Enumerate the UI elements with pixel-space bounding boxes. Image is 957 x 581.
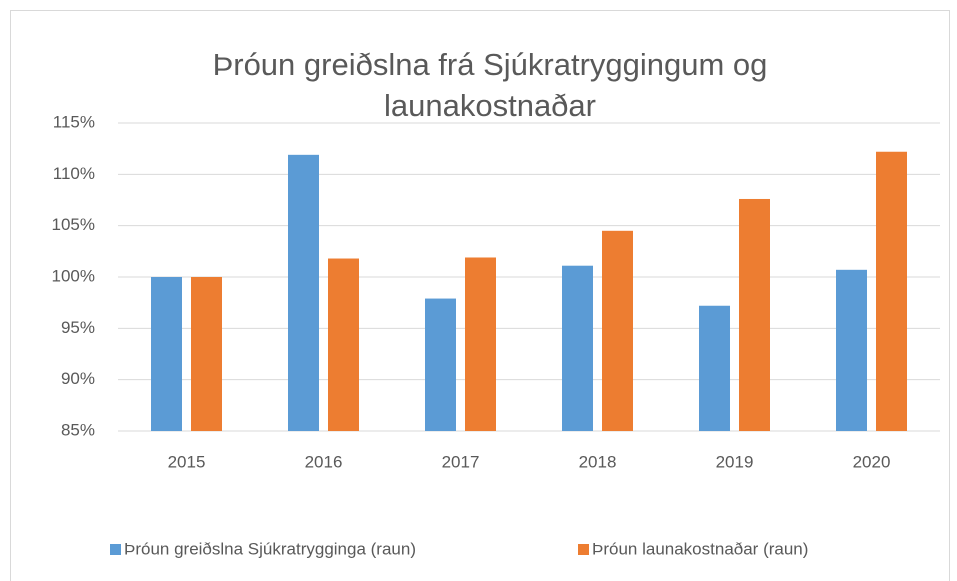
bar [191, 277, 222, 431]
bar [836, 269, 867, 431]
legend-swatch [110, 544, 121, 555]
chart-border [10, 10, 950, 581]
y-tick-label: 85% [61, 420, 95, 439]
legend-label: Þróun greiðslna Sjúkratrygginga (raun) [124, 539, 416, 558]
y-tick-label: 105% [52, 215, 95, 234]
bar [699, 305, 730, 431]
bar [151, 277, 182, 431]
chart-title: Þróun greiðslna frá Sjúkratryggingum og … [212, 47, 768, 123]
legend-label: Þróun launakostnaðar (raun) [592, 539, 808, 558]
bar [602, 230, 633, 431]
x-tick-label: 2016 [305, 452, 343, 471]
y-tick-label: 90% [61, 369, 95, 388]
x-tick-label: 2018 [579, 452, 617, 471]
bar [288, 154, 319, 431]
bar [425, 298, 456, 431]
x-tick-label: 2019 [716, 452, 754, 471]
bar [465, 257, 496, 431]
y-tick-label: 115% [53, 112, 95, 131]
y-tick-label: 110% [53, 164, 95, 183]
y-tick-label: 100% [52, 266, 95, 285]
bar [562, 265, 593, 431]
bar [876, 151, 907, 431]
legend-swatch [578, 544, 589, 555]
x-tick-label: 2015 [168, 452, 206, 471]
y-tick-label: 95% [61, 318, 95, 337]
bar [739, 198, 770, 431]
bar [328, 258, 359, 431]
x-tick-label: 2020 [853, 452, 891, 471]
x-tick-label: 2017 [442, 452, 480, 471]
